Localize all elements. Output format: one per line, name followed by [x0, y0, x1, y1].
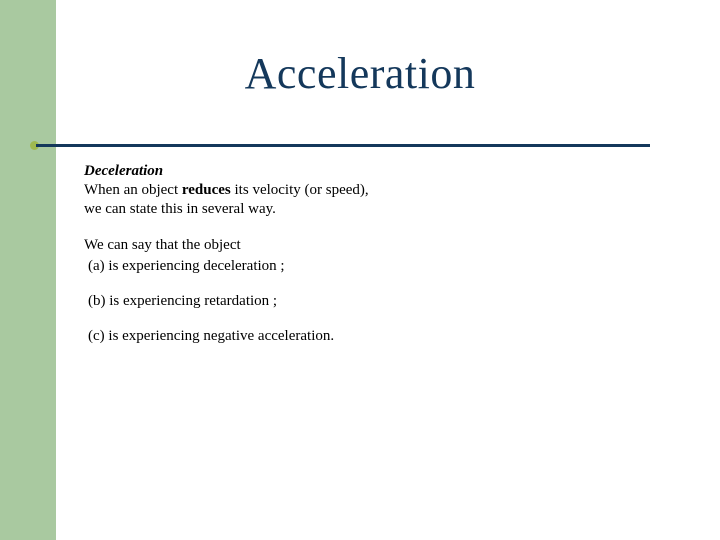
- title-rule: [0, 130, 720, 160]
- page-title: Acceleration: [0, 48, 720, 99]
- list-item-a: (a) is experiencing deceleration ;: [88, 257, 640, 276]
- intro-line2: we can state this in several way.: [84, 201, 276, 217]
- list-item-b: (b) is experiencing retardation ;: [88, 292, 640, 311]
- subheading: Deceleration: [84, 162, 640, 181]
- intro-prefix: When an object: [84, 182, 182, 198]
- intro-bold: reduces: [182, 182, 231, 198]
- intro-suffix: its velocity (or speed),: [231, 182, 369, 198]
- body-content: Deceleration When an object reduces its …: [84, 162, 640, 362]
- horizontal-rule: [36, 144, 650, 147]
- intro-paragraph: When an object reduces its velocity (or …: [84, 181, 640, 219]
- list-item-c: (c) is experiencing negative acceleratio…: [88, 327, 640, 346]
- list-lead: We can say that the object: [84, 236, 640, 255]
